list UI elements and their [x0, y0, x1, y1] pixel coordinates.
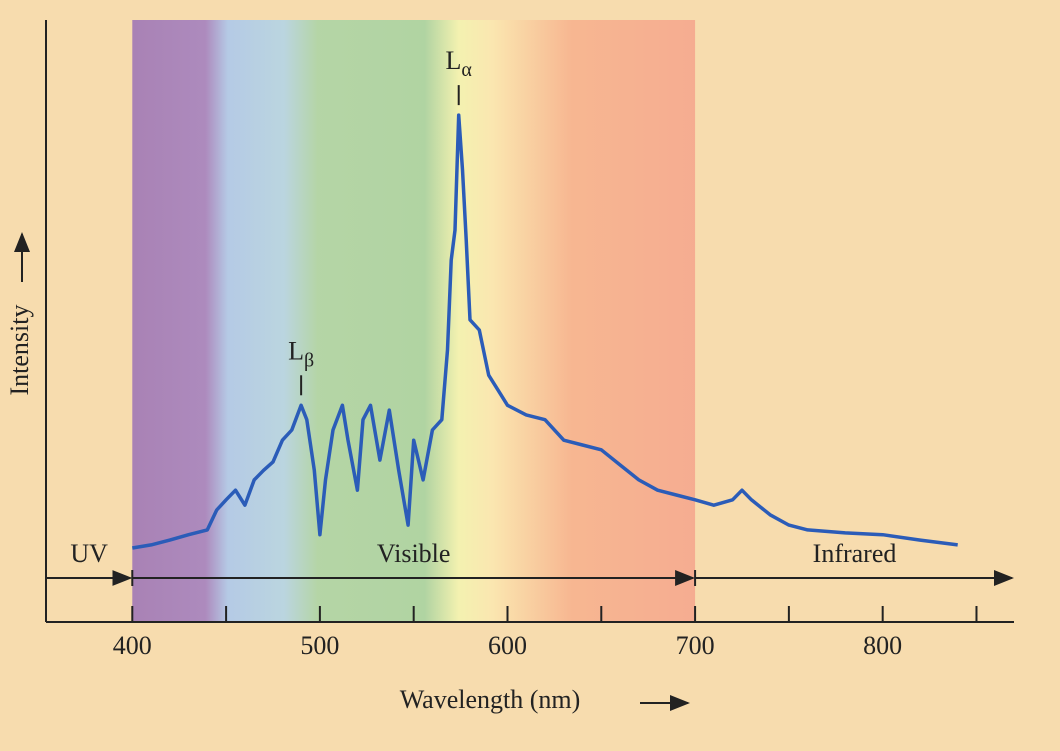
band-label: UV: [70, 539, 108, 568]
x-axis-label: Wavelength (nm): [400, 685, 581, 714]
band-label: Visible: [377, 539, 451, 568]
annotation-subscript: α: [461, 59, 472, 81]
annotation-letter: L: [446, 46, 462, 75]
x-tick-label: 600: [488, 631, 527, 660]
x-tick-label: 400: [113, 631, 152, 660]
spectrum-line: [132, 113, 958, 550]
x-tick-label: 800: [863, 631, 902, 660]
x-tick-label: 700: [676, 631, 715, 660]
band-label: Infrared: [813, 539, 897, 568]
annotation-label: Lβ: [288, 336, 314, 371]
y-axis-label: Intensity: [5, 305, 34, 396]
x-tick-label: 500: [300, 631, 339, 660]
annotation-subscript: β: [304, 349, 314, 371]
annotation-letter: L: [288, 336, 304, 365]
annotation-label: Lα: [446, 46, 473, 81]
visible-spectrum: [132, 20, 696, 622]
